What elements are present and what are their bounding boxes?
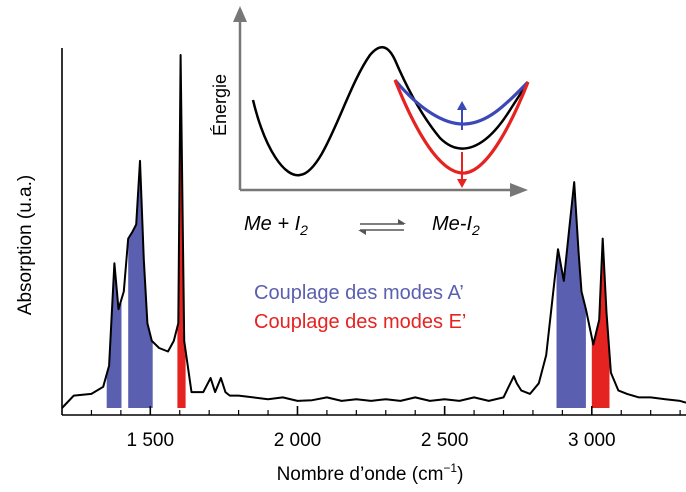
x-axis-label-sup: −1	[443, 461, 457, 475]
band-mode-e-5	[591, 238, 610, 408]
equilibrium-back-head	[358, 230, 366, 235]
highlighted-bands	[106, 55, 610, 408]
legend-mode-e: Couplage des modes E’	[254, 311, 466, 333]
inset-right-species-text: Me-I	[432, 213, 472, 235]
energy-curve-upper-blue	[393, 78, 530, 126]
arrow-down-red-icon	[457, 179, 467, 188]
energy-curve-ground	[251, 46, 530, 177]
x-axis-label: Nombre d’onde (cm−1)	[277, 461, 464, 485]
y-axis-label: Absorption (u.a.)	[15, 175, 36, 315]
spectrum	[61, 54, 686, 409]
energy-curve-lower-red	[393, 79, 530, 175]
arrow-up-blue-icon	[457, 101, 467, 110]
inset-right-species: Me-I2	[432, 213, 480, 238]
legend-mode-a: Couplage des modes A’	[254, 282, 464, 304]
x-tick-label: 1 500	[127, 430, 175, 451]
x-tick-label: 2 000	[274, 430, 322, 451]
x-tick-label: 3 000	[568, 430, 616, 451]
band-mode-a-4	[556, 182, 586, 408]
inset-x-arrowhead	[510, 183, 528, 197]
x-tick-label: 2 500	[421, 430, 469, 451]
inset-y-arrowhead	[233, 6, 247, 22]
main-axes	[61, 48, 686, 416]
equilibrium-forward-head	[398, 219, 406, 224]
x-axis-label-main: Nombre d’onde (cm	[277, 464, 444, 485]
band-mode-a-1	[106, 263, 122, 408]
x-axis-label-end: )	[457, 464, 463, 485]
inset-energy-label: Énergie	[210, 74, 230, 136]
energy-inset: Énergie Me + I2 Me-I2	[210, 6, 530, 238]
inset-left-species-text: Me + I	[244, 213, 301, 235]
x-ticks: 1 500 2 000 2 500 3 000	[90, 406, 681, 451]
spectrum-line	[61, 54, 686, 409]
inset-left-species: Me + I2	[244, 213, 308, 238]
equilibrium-arrows-icon	[358, 219, 406, 235]
band-mode-a-2	[128, 160, 153, 408]
inset-right-species-sub: 2	[471, 222, 480, 238]
inset-left-species-sub: 2	[299, 222, 308, 238]
